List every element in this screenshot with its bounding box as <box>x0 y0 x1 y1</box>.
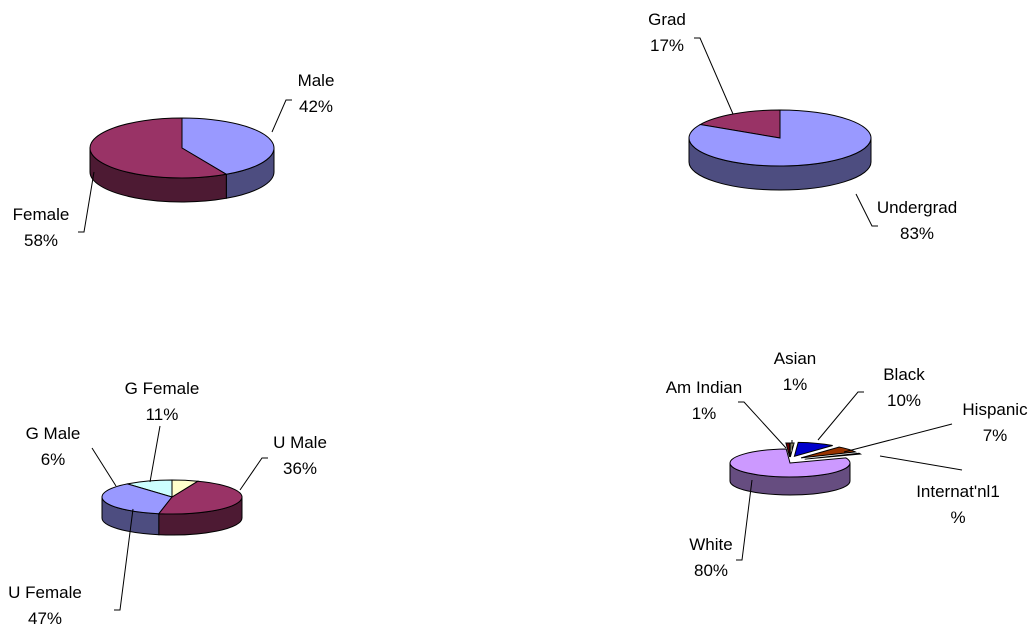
pie-chart-1-tops <box>89 117 275 179</box>
pie-chart-2: Grad 17% Undergrad 83% <box>648 10 957 243</box>
slice-g-male <box>171 479 200 498</box>
leader-line <box>879 455 963 471</box>
slice-am-indian <box>785 442 791 458</box>
leader-line <box>843 423 953 453</box>
leader-line <box>149 425 161 483</box>
data-label: Black 10% <box>883 365 925 410</box>
slice-male <box>181 117 275 175</box>
leader-line <box>694 37 734 115</box>
data-label: U Female 47% <box>8 583 82 628</box>
data-label: Undergrad 83% <box>877 198 957 243</box>
pie-chart-4: Asian 1% Black 10% Hispanic 7% Internat'nl1 % Wh… <box>666 349 1028 580</box>
data-label: Am Indian 1% <box>666 378 743 423</box>
leader-line <box>78 171 95 233</box>
slice-undergrad <box>688 109 872 167</box>
slice-u-male <box>101 483 173 515</box>
leader-line <box>271 99 292 133</box>
data-label: G Female 11% <box>125 379 200 424</box>
data-label: Male 42% <box>298 71 335 116</box>
slice-white <box>729 448 851 478</box>
leader-line <box>91 447 117 487</box>
leader-line <box>239 457 268 491</box>
leader-line <box>114 508 134 611</box>
data-label: Asian 1% <box>774 349 817 394</box>
leader-line <box>817 391 864 441</box>
slice-grad <box>698 109 781 139</box>
leader-line <box>736 479 753 561</box>
pie-chart-4-tops <box>729 441 863 478</box>
leader-line <box>855 193 878 227</box>
pie-chart-2-tops <box>688 109 872 167</box>
slice-u-female <box>157 480 243 515</box>
data-label: Hispanic 7% <box>962 400 1028 445</box>
data-label: Grad 17% <box>648 10 686 55</box>
data-label: G Male 6% <box>26 424 81 469</box>
data-label: White 80% <box>689 535 732 580</box>
data-label: Internat'nl1% <box>916 482 1000 527</box>
pie-chart-3-tops <box>101 479 243 515</box>
slice-hispanic <box>800 446 858 459</box>
leader-line <box>738 401 787 449</box>
slice-black <box>793 441 833 458</box>
slice-internat-nl1 <box>804 452 863 460</box>
slice-female <box>89 117 228 179</box>
pie-chart-3: G Female 11% U Male 36% U Female 47% G Male 6% <box>8 379 327 628</box>
data-label: Female 58% <box>13 205 70 250</box>
pie-chart-1: Male 42% Female 58% <box>13 71 335 250</box>
data-label: U Male 36% <box>273 433 327 478</box>
